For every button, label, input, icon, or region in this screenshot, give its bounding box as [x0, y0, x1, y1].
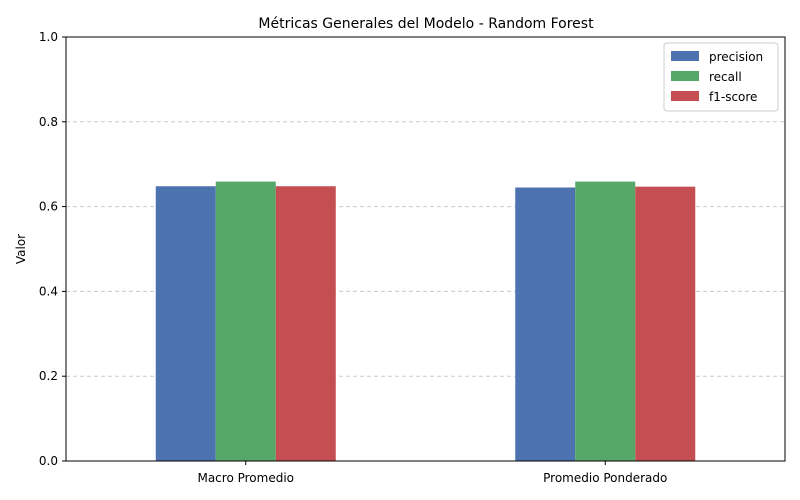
legend-swatch-precision [671, 51, 699, 61]
y-tick-label: 0.8 [39, 115, 58, 129]
y-tick-label: 0.6 [39, 200, 58, 214]
bar-recall-2 [575, 181, 636, 462]
plot-frame [65, 36, 786, 462]
bar-recall-1 [215, 181, 276, 462]
y-tick-label: 1.0 [39, 30, 58, 44]
bar-f1-score-2 [635, 186, 696, 461]
axes: 0.0 0.2 0.4 0.6 0.8 1.0 Macro Promedio Promedio… [39, 30, 786, 485]
y-tick-label: 0.0 [39, 454, 58, 468]
bar-precision-2 [515, 187, 576, 461]
x-tick-label: Macro Promedio [197, 471, 294, 485]
y-tick-label: 0.2 [39, 369, 58, 383]
x-tick-label: Promedio Ponderado [543, 471, 667, 485]
legend-label-precision: precision [709, 50, 763, 64]
bar-precision-1 [155, 186, 216, 462]
y-tick-label: 0.4 [39, 284, 58, 298]
legend-swatch-recall [671, 71, 699, 81]
legend: precision recall f1-score [663, 42, 779, 112]
legend-label-f1-score: f1-score [709, 90, 757, 104]
bars [155, 181, 696, 462]
y-axis-label: Valor [14, 234, 28, 264]
chart-title: Métricas Generales del Modelo - Random F… [258, 16, 594, 32]
legend-swatch-f1-score [671, 91, 699, 101]
legend-label-recall: recall [709, 70, 742, 84]
bar-f1-score-1 [275, 186, 336, 462]
